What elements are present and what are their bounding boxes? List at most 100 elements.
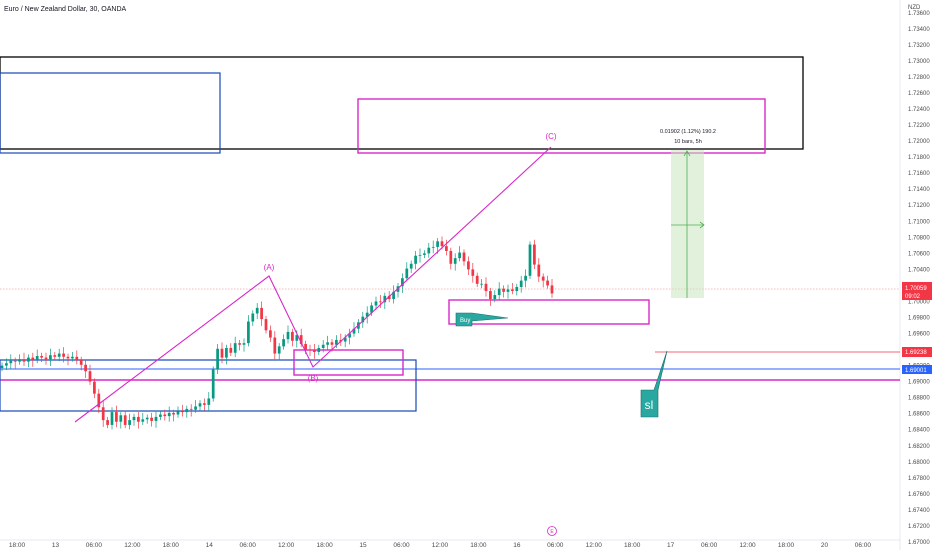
candle-body <box>471 269 475 276</box>
candle-body <box>260 307 263 320</box>
last-price-value: 1.70059 <box>905 286 927 292</box>
candle-body <box>401 278 404 287</box>
candle-body <box>379 301 382 303</box>
y-axis-ticks: 1.73600 1.73400 1.73200 1.73000 1.72800 1.726… <box>908 11 930 546</box>
candlestick-series <box>0 236 554 430</box>
candle-body <box>194 406 197 410</box>
candle-body <box>528 244 532 276</box>
candle-body <box>414 255 417 264</box>
sl-callout[interactable] <box>640 350 668 418</box>
candle-body <box>5 363 8 366</box>
candle-body <box>493 295 497 300</box>
candle-body <box>277 346 281 354</box>
candle-body <box>233 343 237 353</box>
x-tick-label: 18:00 <box>316 542 333 549</box>
y-tick-label: 1.72800 <box>908 75 930 81</box>
candle-body <box>387 295 391 300</box>
x-tick-label: 06:00 <box>855 542 872 549</box>
measure-arrowhead-up <box>683 150 691 157</box>
candle-body <box>445 246 448 251</box>
candle-body <box>44 357 48 360</box>
x-tick-label: 16 <box>513 542 521 549</box>
candle-body <box>141 419 145 422</box>
candle-body <box>497 288 501 296</box>
candle-body <box>392 291 395 300</box>
candle-body <box>418 254 422 256</box>
candle-body <box>238 343 241 345</box>
candle-body <box>22 359 26 362</box>
black-supply-zone[interactable] <box>0 56 804 150</box>
candle-body <box>123 415 127 425</box>
candle-body <box>335 339 338 345</box>
candle-body <box>489 291 492 300</box>
candle-body <box>321 344 325 348</box>
candle-body <box>27 357 30 362</box>
x-tick-label: 15 <box>359 542 367 549</box>
currency-label: NZD <box>908 5 921 11</box>
last-price-countdown: 09:02 <box>905 294 921 300</box>
candle-body <box>57 353 61 357</box>
x-tick-label: 12:00 <box>432 542 449 549</box>
candle-body <box>427 247 431 254</box>
y-tick-label: 1.71800 <box>908 155 930 161</box>
candle-body <box>282 339 285 347</box>
candle-body <box>71 356 74 359</box>
candle-body <box>203 403 206 405</box>
chart-title: Euro / New Zealand Dollar, 30, OANDA <box>4 6 126 13</box>
candle-body <box>550 285 554 294</box>
last-price-tag <box>902 282 932 300</box>
elliott-wave-line[interactable] <box>74 146 552 423</box>
candle-body <box>506 289 510 292</box>
candle-body <box>405 268 409 279</box>
candle-body <box>115 412 118 422</box>
y-tick-label: 1.69000 <box>908 380 930 386</box>
candle-body <box>84 364 87 372</box>
x-tick-label: 12:00 <box>739 542 756 549</box>
x-tick-label: 06:00 <box>547 542 564 549</box>
candle-body <box>154 416 158 421</box>
candle-body <box>247 321 250 344</box>
y-tick-label: 1.70400 <box>908 267 930 273</box>
candle-body <box>467 261 470 270</box>
y-tick-label: 1.71600 <box>908 171 930 177</box>
candle-body <box>533 244 536 265</box>
candle-body <box>436 241 439 247</box>
x-tick-label: 18:00 <box>163 542 180 549</box>
y-tick-label: 1.68400 <box>908 428 930 434</box>
magenta-target-zone[interactable] <box>357 98 766 154</box>
magenta-buy-zone[interactable] <box>448 299 650 325</box>
y-tick-label: 1.67400 <box>908 508 930 514</box>
candle-body <box>326 342 329 345</box>
blue-level-price-value: 1.69001 <box>905 368 927 374</box>
buy-callout[interactable] <box>455 312 509 327</box>
y-tick-label: 1.68200 <box>908 444 930 450</box>
x-tick-label: 06:00 <box>701 542 718 549</box>
y-tick-label: 1.72400 <box>908 107 930 113</box>
event-marker-icon[interactable] <box>547 526 557 536</box>
x-tick-label: 18:00 <box>624 542 641 549</box>
x-tick-label: 06:00 <box>240 542 257 549</box>
candle-body <box>189 408 193 410</box>
candle-body <box>295 335 299 341</box>
x-tick-label: 20 <box>821 542 829 549</box>
magenta-b-zone[interactable] <box>293 349 404 376</box>
blue-zone-top-left[interactable] <box>0 72 221 154</box>
price-range-measure[interactable] <box>671 150 704 298</box>
y-tick-label: 1.73000 <box>908 59 930 65</box>
candle-body <box>515 287 519 292</box>
candle-body <box>361 316 365 323</box>
candle-body <box>79 359 83 365</box>
y-tick-label: 1.72200 <box>908 123 930 129</box>
candle-body <box>317 347 321 352</box>
y-tick-label: 1.67800 <box>908 476 930 482</box>
measure-label-bars: 10 bars, 5h <box>674 139 702 145</box>
candle-body <box>211 369 215 399</box>
candle-body <box>66 356 70 359</box>
x-tick-label: 18:00 <box>9 542 26 549</box>
candle-body <box>502 288 505 292</box>
candle-body <box>255 307 259 314</box>
x-tick-label: 14 <box>206 542 214 549</box>
candle-body <box>229 347 233 353</box>
blue-demand-zone[interactable] <box>0 359 417 412</box>
